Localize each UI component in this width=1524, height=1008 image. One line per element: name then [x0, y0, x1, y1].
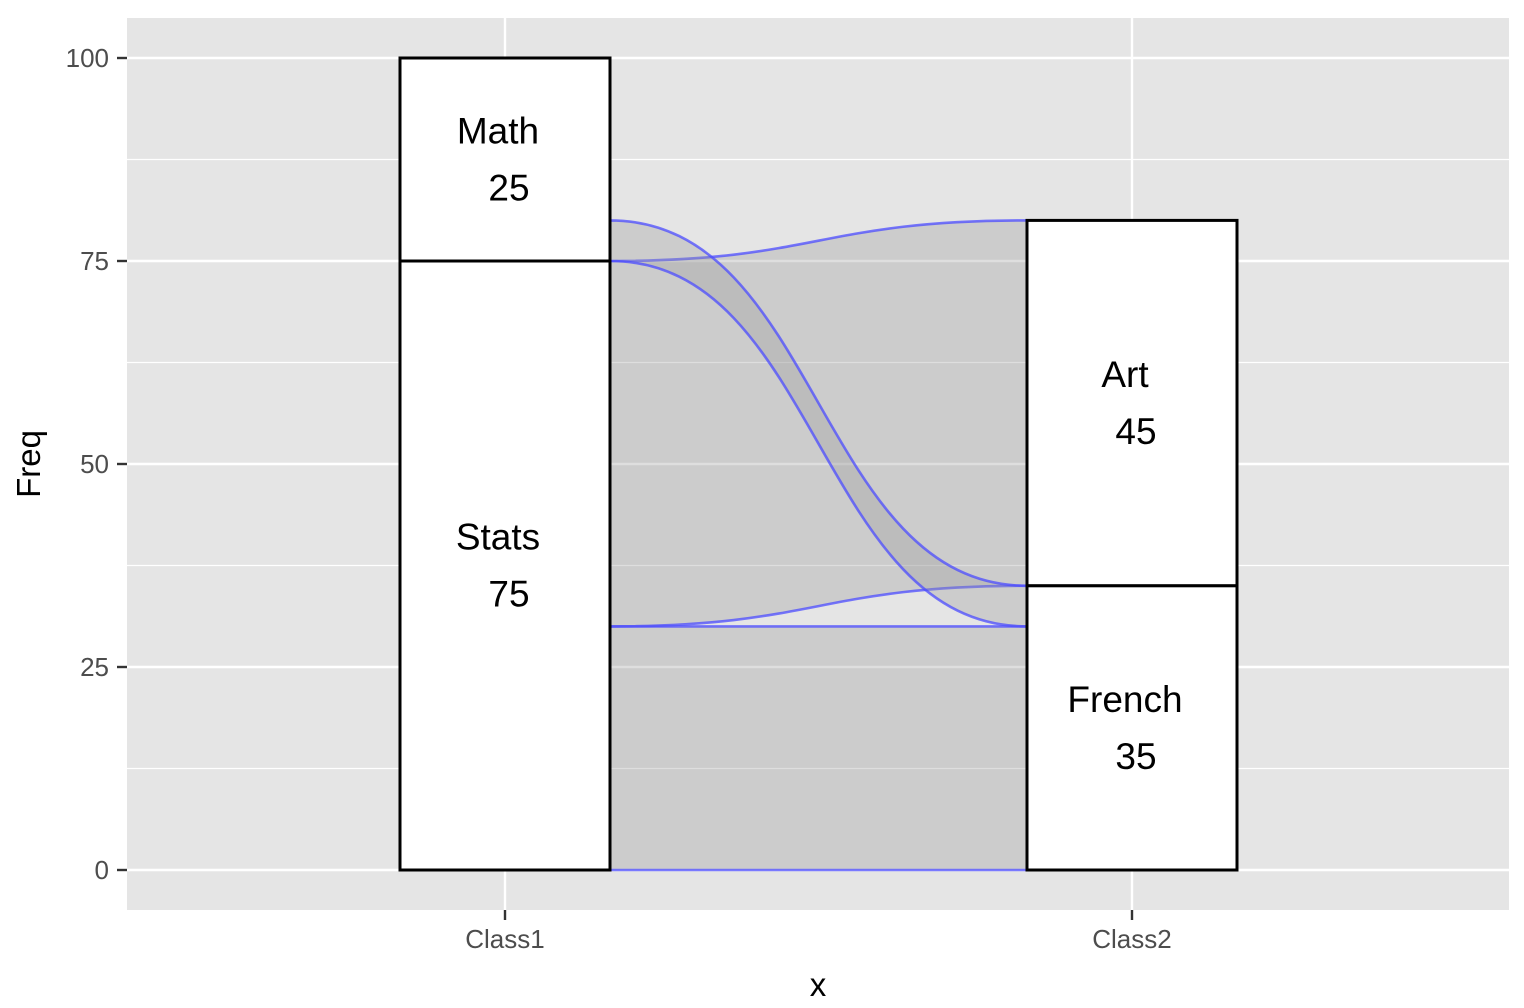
stratum-label: French	[1067, 679, 1182, 720]
stratum-value: 75	[488, 574, 529, 615]
x-tick-label: Class1	[465, 924, 544, 954]
stratum-math	[398, 56, 612, 263]
y-tick-label: 0	[95, 855, 109, 885]
stratum-label: Stats	[456, 517, 540, 558]
y-tick-label: 75	[80, 246, 109, 276]
y-tick-label: 50	[80, 449, 109, 479]
flows	[608, 219, 1029, 872]
stratum-value: 35	[1115, 736, 1156, 777]
strata: Math 25 Stats 75 Art 45 French 35	[398, 56, 1239, 872]
flow-stats-to-french	[608, 625, 1029, 872]
stratum-label: Art	[1101, 354, 1149, 395]
y-tick-label: 100	[66, 43, 109, 73]
x-axis-title: x	[810, 966, 827, 1003]
axes: 0 25 50 75 100 Class1 Class2	[66, 43, 1172, 954]
y-tick-label: 25	[80, 652, 109, 682]
y-axis-title: Freq	[10, 430, 47, 498]
stratum-stats	[398, 259, 612, 872]
stratum-value: 45	[1115, 411, 1156, 452]
stratum-french	[1025, 584, 1239, 872]
stratum-label: Math	[457, 111, 539, 152]
x-tick-label: Class2	[1092, 924, 1171, 954]
stratum-art	[1025, 218, 1239, 588]
stratum-value: 25	[488, 168, 529, 209]
